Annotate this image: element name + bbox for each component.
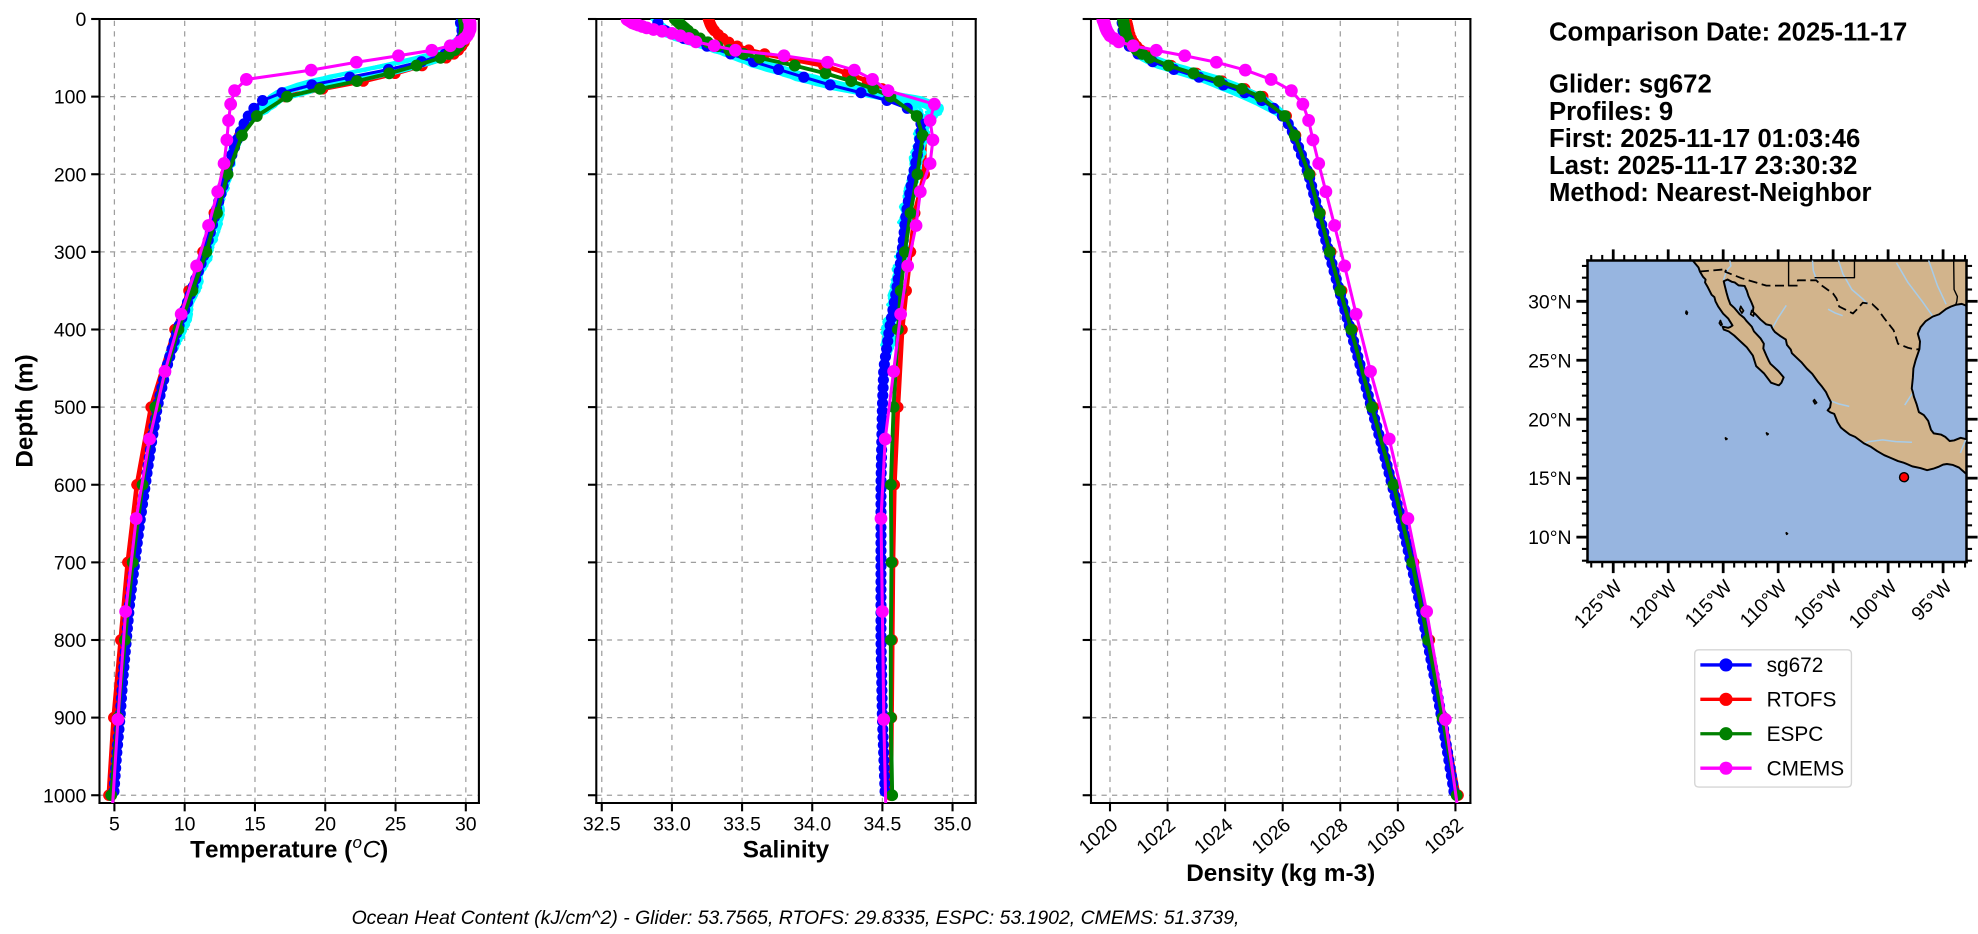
svg-text:Density (kg m-3): Density (kg m-3) (1186, 860, 1375, 887)
svg-text:10°N: 10°N (1528, 527, 1571, 549)
svg-text:5: 5 (109, 813, 120, 835)
svg-text:400: 400 (54, 320, 87, 342)
svg-text:15°N: 15°N (1528, 468, 1571, 490)
svg-text:30°N: 30°N (1528, 291, 1571, 313)
svg-text:Ocean Heat Content (kJ/cm^2) -: Ocean Heat Content (kJ/cm^2) - Glider: 5… (352, 907, 1240, 929)
svg-text:700: 700 (54, 552, 87, 574)
svg-text:Last: 2025-11-17 23:30:32: Last: 2025-11-17 23:30:32 (1549, 152, 1857, 180)
svg-text:300: 300 (54, 242, 87, 264)
svg-text:Profiles: 9: Profiles: 9 (1549, 98, 1673, 126)
svg-text:500: 500 (54, 397, 87, 419)
svg-text:900: 900 (54, 708, 87, 730)
svg-text:10: 10 (174, 813, 196, 835)
svg-text:30: 30 (455, 813, 477, 835)
svg-text:Depth (m): Depth (m) (11, 354, 38, 467)
svg-text:34.5: 34.5 (863, 813, 901, 835)
svg-text:20: 20 (314, 813, 336, 835)
svg-text:Comparison Date: 2025-11-17: Comparison Date: 2025-11-17 (1549, 19, 1907, 47)
svg-text:34.0: 34.0 (793, 813, 831, 835)
svg-text:200: 200 (54, 164, 87, 186)
svg-text:25°N: 25°N (1528, 350, 1571, 372)
svg-text:Method: Nearest-Neighbor: Method: Nearest-Neighbor (1549, 179, 1872, 207)
svg-text:sg672: sg672 (1767, 654, 1824, 677)
svg-text:15: 15 (244, 813, 266, 835)
svg-text:800: 800 (54, 630, 87, 652)
svg-text:RTOFS: RTOFS (1767, 689, 1837, 712)
svg-text:T e m p: T e m p e r a t u r e ( ) o C (190, 828, 394, 863)
svg-text:First: 2025-11-17 01:03:46: First: 2025-11-17 01:03:46 (1549, 125, 1860, 153)
svg-text:CMEMS: CMEMS (1767, 757, 1845, 780)
svg-text:100: 100 (54, 87, 87, 109)
svg-text:1000: 1000 (43, 785, 86, 807)
svg-text:20°N: 20°N (1528, 409, 1571, 431)
svg-text:32.5: 32.5 (583, 813, 621, 835)
svg-text:25: 25 (385, 813, 407, 835)
svg-text:35.0: 35.0 (934, 813, 972, 835)
svg-text:0: 0 (75, 9, 86, 31)
svg-text:Salinity: Salinity (743, 836, 830, 863)
svg-text:600: 600 (54, 475, 87, 497)
svg-text:ESPC: ESPC (1767, 723, 1824, 746)
svg-text:33.0: 33.0 (653, 813, 691, 835)
svg-text:33.5: 33.5 (723, 813, 761, 835)
svg-text:Glider: sg672: Glider: sg672 (1549, 71, 1712, 99)
